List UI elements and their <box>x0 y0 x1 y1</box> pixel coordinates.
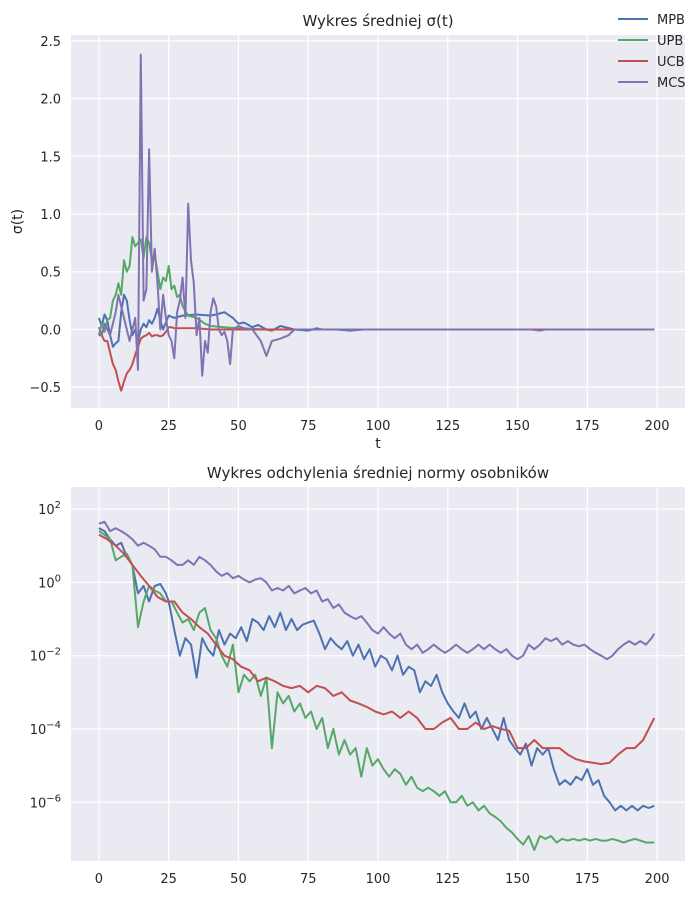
x-tick-label: 75 <box>300 419 317 434</box>
y-tick-label: 2.5 <box>40 35 61 50</box>
y-axis-label-top: σ(t) <box>10 209 26 234</box>
chart-title-bottom: Wykres odchylenia średniej normy osobnik… <box>207 464 549 482</box>
x-tick-label: 25 <box>160 419 177 434</box>
legend-item-upb: UPB <box>618 34 683 49</box>
x-tick-label: 125 <box>435 872 460 887</box>
x-tick-label: 150 <box>505 872 530 887</box>
x-tick-label: 100 <box>366 872 391 887</box>
y-tick-label: 1.0 <box>40 208 61 223</box>
series-line-mpb <box>97 293 655 348</box>
y-tick-label: 10−2 <box>30 647 61 665</box>
chart-norm-deviation: 0 25 50 75 100 125 150 175 200 10−6 10−4 10−2 100 102… <box>30 464 685 887</box>
y-tick-label: 10−4 <box>30 720 61 738</box>
y-tick-label: 100 <box>38 573 61 591</box>
x-tick-label: 25 <box>160 872 177 887</box>
tick-labels-top: 0 25 50 75 100 125 150 175 200 −0.5 0.0 0.5 1.0 1.5 2.… <box>29 35 669 434</box>
legend-item-ucb: UCB <box>618 55 685 70</box>
series-line-mcs <box>98 520 656 661</box>
tick-labels-bottom: 0 25 50 75 100 125 150 175 200 10−6 10−4 10−2 100 102 <box>30 500 670 887</box>
x-tick-label: 100 <box>366 419 391 434</box>
y-tick-label: 1.5 <box>40 150 61 165</box>
legend-item-mpb: MPB <box>618 13 685 28</box>
legend-label-mcs: MCS <box>657 76 686 91</box>
legend-label-mpb: MPB <box>657 13 685 28</box>
y-tick-label: 2.0 <box>40 93 61 108</box>
y-tick-label: −0.5 <box>29 381 61 396</box>
series-line-ucb <box>98 533 656 766</box>
y-tick-label: 0.0 <box>40 323 61 338</box>
grid-bottom <box>71 487 685 861</box>
chart-mean-sigma: 0 25 50 75 100 125 150 175 200 −0.5 0.0 0.5 1.0 1.5 2.… <box>10 12 685 452</box>
y-tick-label: 10−6 <box>30 793 61 811</box>
x-tick-label: 50 <box>230 419 247 434</box>
y-tick-label: 102 <box>38 500 61 518</box>
series-lines-bottom <box>98 520 656 851</box>
series-lines-top <box>97 53 655 392</box>
legend-label-ucb: UCB <box>657 55 685 70</box>
legend-item-mcs: MCS <box>618 76 686 91</box>
x-tick-label: 175 <box>575 419 600 434</box>
x-tick-label: 175 <box>575 872 600 887</box>
x-tick-label: 50 <box>230 872 247 887</box>
x-tick-label: 0 <box>95 872 103 887</box>
chart-title-top: Wykres średniej σ(t) <box>302 12 453 30</box>
x-tick-label: 0 <box>95 419 103 434</box>
series-line-upb <box>98 530 655 851</box>
y-tick-label: 0.5 <box>40 266 61 281</box>
x-tick-label: 125 <box>435 419 460 434</box>
series-line-mcs <box>97 53 655 377</box>
x-tick-label: 150 <box>505 419 530 434</box>
series-line-mpb <box>98 527 655 812</box>
x-tick-label: 75 <box>300 872 317 887</box>
legend-label-upb: UPB <box>657 34 683 49</box>
x-axis-label-top: t <box>375 436 381 452</box>
legend: MPB UPB UCB MCS <box>618 13 686 91</box>
x-tick-label: 200 <box>645 419 670 434</box>
x-tick-label: 200 <box>645 872 670 887</box>
